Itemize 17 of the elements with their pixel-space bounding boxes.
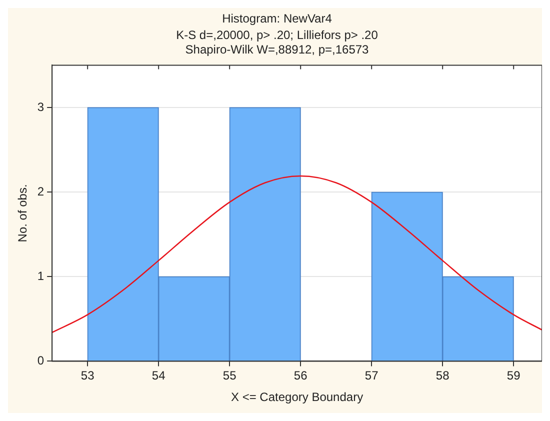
x-tick-label: 53 <box>80 368 95 383</box>
chart-title: Histogram: NewVar4 <box>222 12 332 26</box>
x-tick-label: 57 <box>364 368 379 383</box>
y-tick-label: 3 <box>37 100 44 114</box>
text: Shapiro-Wilk W=,88912, p=,16573 <box>185 42 370 56</box>
chart-subtitle: K-S d=,20000, p> .20; Lilliefors p> .20 <box>176 28 378 42</box>
x-tick-label: 55 <box>222 368 237 383</box>
y-tick-label: 2 <box>37 184 44 198</box>
x-tick-label: 59 <box>506 368 521 383</box>
y-tick-label: 0 <box>37 354 44 368</box>
line-series <box>52 175 542 334</box>
x-axis-title: X <= Category Boundary <box>230 390 364 404</box>
x-tick-label: 54 <box>152 368 166 383</box>
x-tick-label: 58 <box>436 368 450 383</box>
y-tick-label: 1 <box>37 268 44 283</box>
y-axis-title: No. of obs. <box>16 184 30 242</box>
x-tick-label: 56 <box>294 368 308 383</box>
